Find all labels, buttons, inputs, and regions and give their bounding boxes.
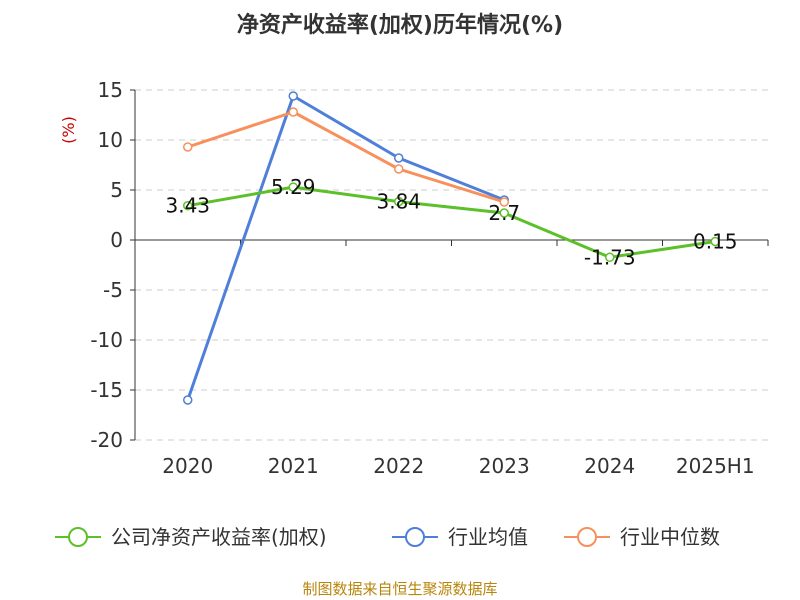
data-label: 5.29 xyxy=(271,175,316,199)
x-tick-label: 2022 xyxy=(373,454,424,478)
data-label: 3.43 xyxy=(165,194,210,218)
y-axis-unit: (%) xyxy=(59,116,78,144)
series-line xyxy=(187,110,505,204)
y-tick-label: 5 xyxy=(110,178,123,202)
source-note: 制图数据来自恒生聚源数据库 xyxy=(302,580,497,598)
series-point xyxy=(394,164,404,174)
series-point xyxy=(499,197,509,207)
series-point xyxy=(183,395,193,405)
series-2 xyxy=(183,107,509,207)
series-layer xyxy=(183,91,720,405)
data-label: -1.73 xyxy=(584,245,636,269)
x-tick-label: 2023 xyxy=(479,454,530,478)
legend-item: 行业中位数 xyxy=(564,525,720,549)
legend-item: 公司净资产收益率(加权) xyxy=(55,525,327,549)
legend: 公司净资产收益率(加权) 行业均值 行业中位数 xyxy=(55,525,720,549)
data-label: 2.7 xyxy=(488,201,520,225)
y-tick-labels: 15 10 5 0 -5 -10 -15 -20 xyxy=(90,78,123,452)
grid-lines xyxy=(135,89,768,441)
legend-marker xyxy=(405,527,425,547)
legend-item: 行业均值 xyxy=(392,525,528,549)
legend-label: 公司净资产收益率(加权) xyxy=(111,525,327,549)
series-line xyxy=(186,94,505,401)
x-tick-label: 2024 xyxy=(584,454,635,478)
series-point xyxy=(288,107,298,117)
x-tick-label: 2021 xyxy=(268,454,319,478)
series-point xyxy=(183,142,193,152)
y-tick-label: 10 xyxy=(98,128,123,152)
series-point xyxy=(710,236,720,247)
data-label: 3.84 xyxy=(376,190,421,214)
series-line xyxy=(187,185,716,259)
legend-marker xyxy=(68,527,88,547)
y-tick-label: 15 xyxy=(98,78,123,102)
data-labels: 3.43 5.29 3.84 2.7 -1.73 0.15 xyxy=(165,175,737,269)
series-point xyxy=(183,200,193,211)
series-point xyxy=(394,196,404,207)
y-tick-label: -15 xyxy=(90,378,123,402)
legend-marker xyxy=(577,527,597,547)
series-point xyxy=(394,153,404,163)
y-tick-label: -10 xyxy=(90,328,123,352)
series-point xyxy=(288,91,298,101)
legend-label: 行业中位数 xyxy=(620,525,720,549)
axes xyxy=(130,89,769,441)
series-point xyxy=(605,252,615,263)
series-point xyxy=(288,182,298,192)
series-point xyxy=(499,208,509,218)
legend-label: 行业均值 xyxy=(448,525,528,549)
y-tick-label: -20 xyxy=(90,428,123,452)
y-tick-label: 0 xyxy=(110,228,123,252)
series-0 xyxy=(183,182,720,263)
x-tick-label: 2020 xyxy=(162,454,213,478)
y-tick-label: -5 xyxy=(103,278,123,302)
data-label: 0.15 xyxy=(693,230,738,254)
x-tick-labels: 2020 2021 2022 2023 2024 2025H1 xyxy=(162,454,754,478)
chart-title: 净资产收益率(加权)历年情况(%) xyxy=(237,12,563,38)
x-tick-label: 2025H1 xyxy=(676,454,755,478)
